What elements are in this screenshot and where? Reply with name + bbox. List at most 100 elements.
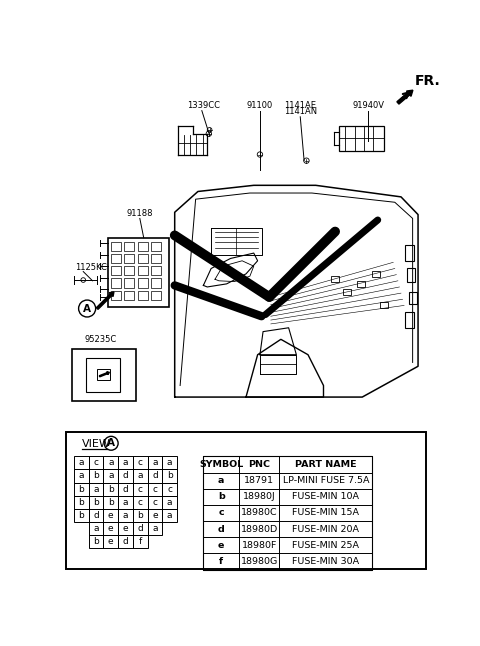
Text: FUSE-MIN 20A: FUSE-MIN 20A (292, 525, 360, 534)
Text: FUSE-MIN 30A: FUSE-MIN 30A (292, 557, 360, 566)
Bar (162, 495, 177, 508)
Bar (133, 456, 147, 470)
Bar (151, 266, 161, 275)
Text: d: d (122, 537, 128, 546)
Bar (405, 245, 414, 261)
Bar (89, 483, 103, 495)
Bar (86, 358, 120, 391)
Bar (118, 483, 133, 495)
Bar (133, 495, 147, 508)
Text: 18791: 18791 (244, 476, 274, 485)
Bar (103, 470, 118, 483)
Bar (89, 508, 103, 522)
Text: e: e (108, 537, 114, 546)
Text: a: a (152, 459, 158, 468)
Text: a: a (93, 484, 99, 494)
Bar (147, 522, 162, 535)
Text: c: c (138, 484, 143, 494)
Bar (66, 432, 426, 568)
Text: 1339CC: 1339CC (187, 101, 220, 110)
Text: VIEW: VIEW (82, 439, 110, 449)
Bar (331, 276, 339, 282)
Text: a: a (123, 459, 128, 468)
Bar (137, 266, 147, 275)
Bar (74, 483, 89, 495)
Text: c: c (218, 508, 224, 517)
Bar (407, 269, 415, 282)
Text: a: a (108, 459, 113, 468)
Bar (89, 535, 103, 548)
Bar (97, 370, 109, 380)
Bar (124, 242, 134, 251)
Bar (124, 254, 134, 263)
Text: d: d (93, 511, 99, 520)
Bar (162, 456, 177, 470)
Bar (162, 483, 177, 495)
Bar (111, 291, 121, 300)
Text: FUSE-MIN 15A: FUSE-MIN 15A (292, 508, 360, 517)
Text: b: b (108, 484, 114, 494)
Text: c: c (138, 459, 143, 468)
Bar (151, 278, 161, 287)
Text: c: c (153, 484, 157, 494)
Bar (118, 495, 133, 508)
Bar (103, 483, 118, 495)
Bar (137, 278, 147, 287)
Text: d: d (152, 472, 158, 481)
Text: a: a (93, 524, 99, 533)
Text: e: e (218, 541, 224, 550)
Bar (162, 508, 177, 522)
Text: 95235C: 95235C (84, 335, 117, 344)
Bar (147, 456, 162, 470)
Text: 91188: 91188 (127, 209, 153, 218)
Text: SYMBOL: SYMBOL (199, 460, 243, 469)
Text: a: a (137, 472, 143, 481)
Text: e: e (123, 524, 128, 533)
Text: a: a (79, 472, 84, 481)
Bar (151, 242, 161, 251)
Bar (103, 456, 118, 470)
Text: A: A (107, 438, 115, 448)
Text: a: a (79, 459, 84, 468)
Bar (343, 289, 350, 295)
Text: c: c (153, 497, 157, 506)
Text: c: c (167, 484, 172, 494)
Bar (103, 535, 118, 548)
Text: c: c (138, 497, 143, 506)
Text: e: e (108, 511, 114, 520)
Text: 1141AE: 1141AE (284, 101, 316, 110)
Bar (74, 470, 89, 483)
Bar (133, 470, 147, 483)
Bar (147, 508, 162, 522)
Bar (124, 291, 134, 300)
Bar (89, 470, 103, 483)
FancyArrow shape (397, 90, 413, 104)
Text: a: a (167, 511, 172, 520)
Bar (118, 522, 133, 535)
FancyArrow shape (96, 292, 114, 309)
Text: b: b (218, 492, 225, 501)
Bar (147, 470, 162, 483)
Text: PART NAME: PART NAME (295, 460, 357, 469)
Bar (380, 302, 388, 307)
Text: d: d (218, 525, 225, 534)
Text: b: b (93, 497, 99, 506)
Bar (103, 495, 118, 508)
Bar (108, 238, 168, 307)
Bar (118, 456, 133, 470)
Text: b: b (93, 537, 99, 546)
Bar (103, 522, 118, 535)
Bar (372, 271, 380, 277)
Bar (111, 242, 121, 251)
Text: 18980G: 18980G (240, 557, 278, 566)
Bar (133, 483, 147, 495)
Text: PNC: PNC (248, 460, 270, 469)
Bar (147, 483, 162, 495)
Text: A: A (83, 304, 91, 313)
Bar (74, 508, 89, 522)
Bar (133, 522, 147, 535)
Text: b: b (78, 511, 84, 520)
Bar (89, 522, 103, 535)
Text: b: b (137, 511, 143, 520)
Bar (72, 349, 136, 401)
